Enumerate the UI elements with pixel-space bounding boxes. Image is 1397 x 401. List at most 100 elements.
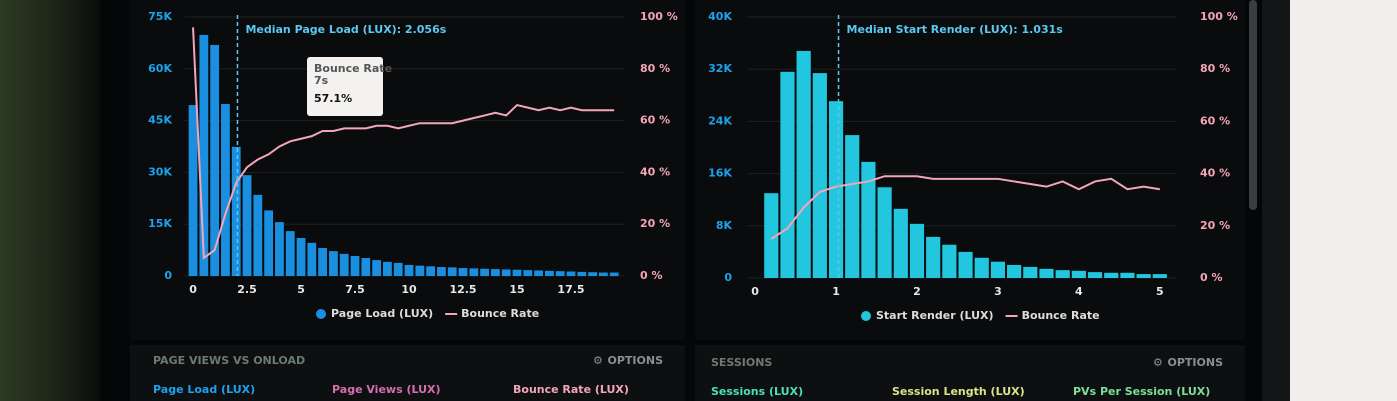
y-tick-label: 30K	[148, 165, 172, 178]
column-header: Session Length (LUX)	[892, 385, 1025, 398]
options-button[interactable]: OPTIONS	[608, 354, 664, 367]
bar	[942, 244, 957, 278]
x-tick-label: 0	[751, 285, 759, 298]
y2-tick-label: 80 %	[640, 62, 670, 75]
line	[770, 175, 1160, 240]
legend-label: Page Load (LUX)	[331, 307, 433, 320]
tooltip-box	[307, 57, 383, 116]
x-tick-label: 3	[994, 285, 1002, 298]
bar	[877, 187, 892, 278]
bar	[361, 258, 371, 276]
bar	[339, 253, 349, 276]
bar	[350, 255, 360, 276]
scrollbar[interactable]	[1249, 0, 1257, 210]
bar	[447, 267, 457, 276]
column-header: PVs Per Session (LUX)	[1073, 385, 1210, 398]
bar	[1152, 274, 1167, 278]
x-tick-label: 15	[509, 283, 524, 296]
x-tick-label: 17.5	[557, 283, 584, 296]
bar	[426, 266, 436, 276]
y-tick-label: 16K	[708, 167, 732, 180]
tooltip-subtitle: 7s	[314, 74, 329, 87]
bar	[828, 101, 844, 278]
bar	[1136, 274, 1151, 278]
y2-tick-label: 0 %	[1200, 271, 1223, 284]
bar	[491, 269, 500, 276]
bar	[958, 251, 973, 278]
bar	[1023, 266, 1038, 278]
bar	[393, 262, 403, 276]
bar	[523, 270, 533, 276]
y-tick-label: 8K	[716, 219, 733, 232]
bar	[861, 161, 876, 278]
x-tick-label: 1	[832, 285, 840, 298]
bar	[974, 257, 989, 278]
bar	[764, 193, 779, 278]
wall	[1290, 0, 1397, 401]
gear-icon: ⚙	[593, 354, 603, 367]
bar	[1071, 270, 1086, 278]
bar	[1087, 272, 1103, 278]
y-tick-label: 40K	[708, 10, 732, 23]
bar	[415, 265, 425, 276]
column-header: Bounce Rate (LUX)	[513, 383, 629, 396]
column-header: Page Load (LUX)	[153, 383, 255, 396]
bar	[545, 270, 554, 276]
x-tick-label: 0	[189, 283, 197, 296]
panel-title: SESSIONS	[711, 356, 772, 369]
bar	[383, 261, 392, 276]
bar	[845, 135, 860, 278]
y-tick-label: 0	[724, 271, 732, 284]
bar	[512, 269, 522, 276]
y2-tick-label: 60 %	[1200, 114, 1230, 127]
options-button[interactable]: OPTIONS	[1168, 356, 1224, 369]
bar	[264, 210, 274, 276]
legend-label: Bounce Rate	[1022, 309, 1100, 322]
bar	[796, 50, 811, 279]
panel-title: PAGE VIEWS VS ONLOAD	[153, 354, 305, 367]
x-tick-label: 5	[1156, 285, 1164, 298]
x-tick-label: 12.5	[449, 283, 476, 296]
y2-tick-label: 80 %	[1200, 62, 1230, 75]
bar	[296, 238, 306, 276]
y-tick-label: 32K	[708, 62, 732, 75]
y2-tick-label: 40 %	[1200, 167, 1230, 180]
y-tick-label: 75K	[148, 10, 172, 23]
column-header: Page Views (LUX)	[332, 383, 441, 396]
bar	[221, 104, 230, 276]
annotation: Median Page Load (LUX): 2.056s	[245, 23, 446, 36]
bar	[1055, 270, 1070, 278]
bar	[555, 271, 565, 276]
x-tick-label: 2.5	[237, 283, 257, 296]
bar	[188, 105, 198, 276]
bar	[1120, 272, 1135, 278]
bar	[210, 44, 220, 276]
bar	[242, 175, 252, 276]
legend-label: Bounce Rate	[461, 307, 539, 320]
bar	[780, 71, 795, 278]
bar	[588, 272, 598, 276]
y2-tick-label: 20 %	[1200, 219, 1230, 232]
y2-tick-label: 60 %	[640, 114, 670, 127]
bar	[480, 268, 490, 276]
annotation: Median Start Render (LUX): 1.031s	[847, 23, 1064, 36]
legend-dot	[861, 311, 871, 321]
bar	[577, 271, 587, 276]
bar	[307, 242, 317, 276]
bar	[199, 34, 209, 276]
y2-tick-label: 40 %	[640, 165, 670, 178]
bar	[1104, 272, 1119, 278]
tooltip-value: 57.1%	[314, 92, 352, 105]
bar	[285, 231, 295, 276]
x-tick-label: 2	[913, 285, 921, 298]
bar	[318, 248, 328, 276]
line	[192, 27, 615, 260]
bar	[1039, 268, 1054, 278]
y2-tick-label: 20 %	[640, 217, 670, 230]
x-tick-label: 10	[401, 283, 417, 296]
y-tick-label: 60K	[148, 62, 172, 75]
bezel	[1262, 0, 1290, 401]
bar	[566, 271, 576, 276]
panel	[695, 345, 1245, 401]
